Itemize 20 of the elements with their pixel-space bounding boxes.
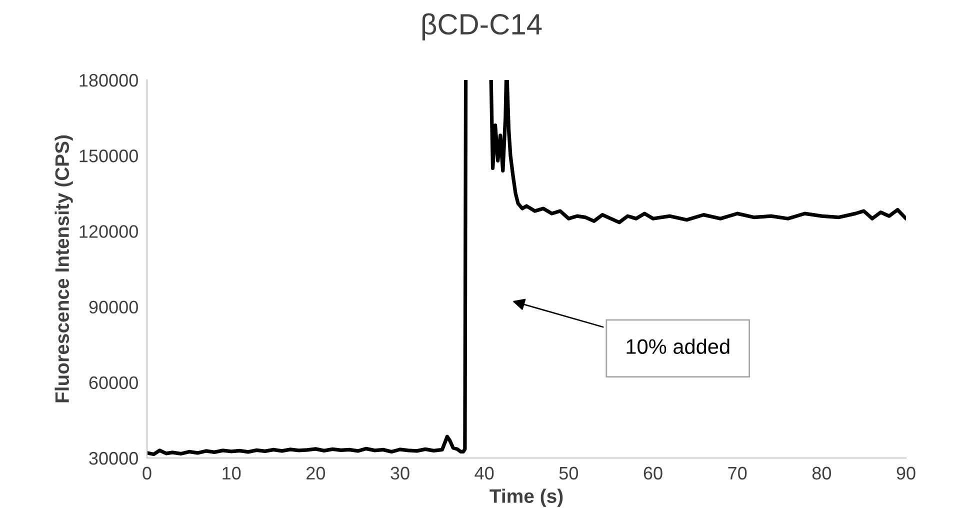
x-tick-label: 60 xyxy=(644,466,662,480)
x-tick-label: 90 xyxy=(896,466,916,480)
y-tick-label: 30000 xyxy=(89,452,138,465)
x-tick-label: 0 xyxy=(142,466,152,480)
chart-title: βCD-C14 xyxy=(422,13,542,40)
y-tick-label: 180000 xyxy=(80,74,138,87)
x-tick-label: 70 xyxy=(728,466,747,480)
x-tick-label: 20 xyxy=(306,466,326,480)
x-tick-label: 10 xyxy=(222,466,241,480)
y-tick-label: 150000 xyxy=(80,150,138,162)
y-tick-label: 90000 xyxy=(89,300,138,314)
x-tick-label: 50 xyxy=(559,466,578,480)
y-tick-label: 120000 xyxy=(80,225,138,238)
y-tick-label: 60000 xyxy=(89,376,138,390)
x-axis-title: Time (s) xyxy=(490,488,563,507)
x-tick-label: 80 xyxy=(812,466,832,480)
x-tick-label: 30 xyxy=(390,466,410,480)
annotation: 10% added xyxy=(626,338,730,354)
y-axis-title: Fluorescence Intensity (CPS) xyxy=(54,135,73,402)
x-tick-label: 40 xyxy=(474,466,494,480)
